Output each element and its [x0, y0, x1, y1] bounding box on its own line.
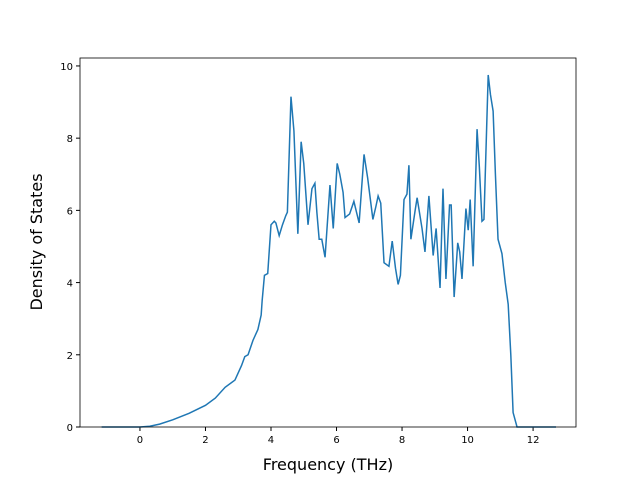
x-tick-label: 12 [527, 435, 540, 446]
x-tick-label: 8 [399, 435, 405, 446]
x-tick-label: 6 [333, 435, 339, 446]
line [101, 74, 557, 428]
plot-frame [79, 57, 577, 428]
y-axis-label: Density of States [27, 173, 46, 310]
y-tick-label: 4 [67, 279, 73, 290]
x-tick-label: 0 [137, 435, 143, 446]
y-tick-label: 8 [67, 134, 73, 145]
y-tick-label: 6 [67, 206, 73, 217]
y-tick-label: 10 [60, 62, 73, 73]
y-tick-label: 2 [67, 351, 73, 362]
x-tick-label: 2 [202, 435, 208, 446]
x-tick-label: 4 [268, 435, 274, 446]
x-axis-label: Frequency (THz) [263, 455, 393, 474]
y-tick-label: 0 [67, 423, 73, 434]
x-tick-label: 10 [461, 435, 474, 446]
